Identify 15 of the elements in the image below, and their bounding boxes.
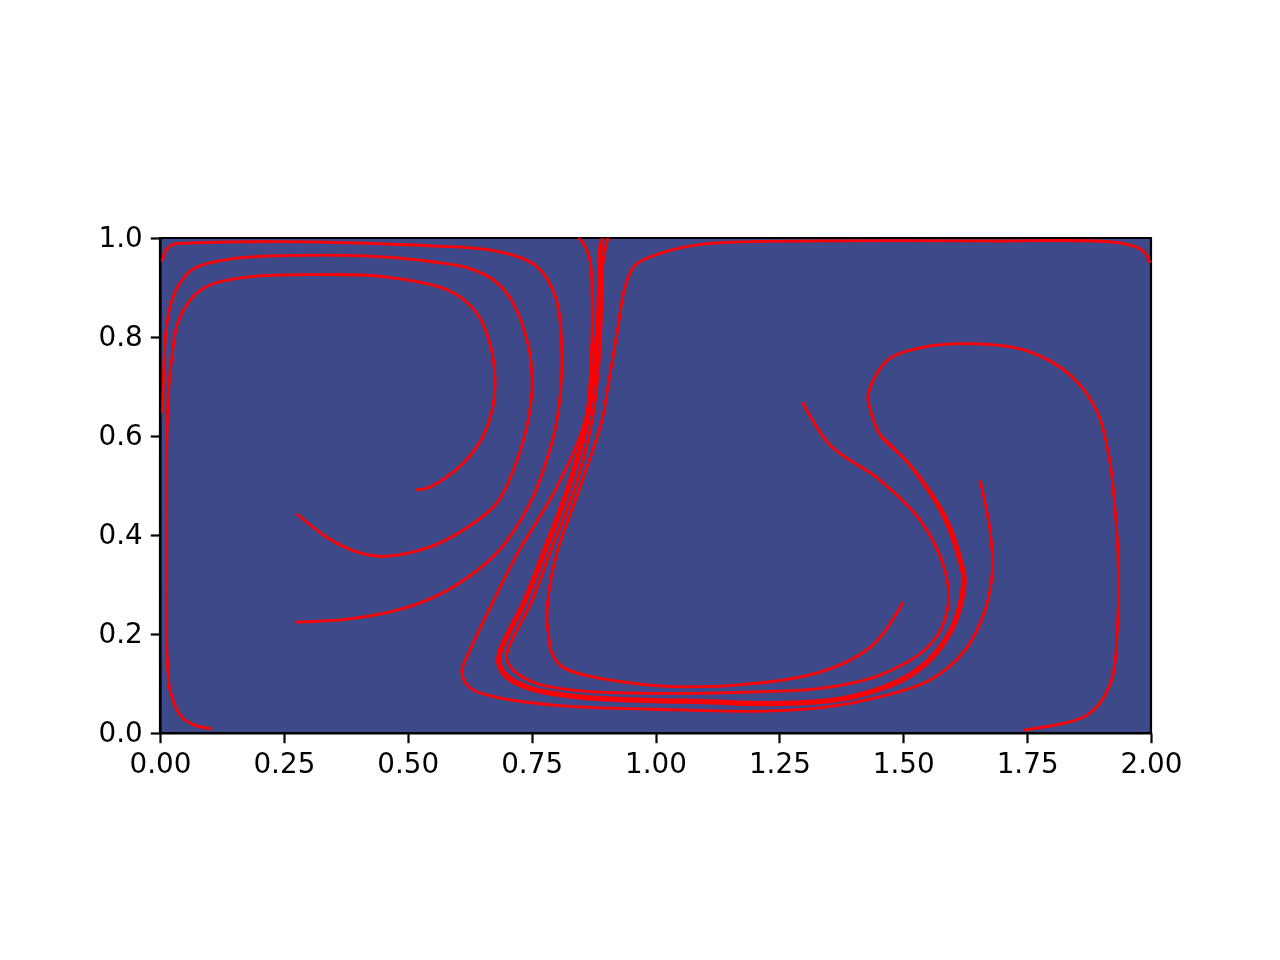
y-tick-label: 0.0 bbox=[98, 715, 143, 749]
x-tick-label: 1.25 bbox=[748, 747, 811, 781]
y-tick-label: 1.0 bbox=[98, 220, 143, 254]
x-tick-label: 0.50 bbox=[377, 747, 440, 781]
x-tick-label: 1.75 bbox=[996, 747, 1059, 781]
x-tick-label: 0.75 bbox=[501, 747, 564, 781]
y-tick-label: 0.4 bbox=[98, 517, 143, 551]
x-tick-label: 2.00 bbox=[1120, 747, 1183, 781]
y-tick-label: 0.6 bbox=[98, 418, 143, 452]
x-tick-label: 0.00 bbox=[129, 747, 192, 781]
y-tick-label: 0.2 bbox=[98, 616, 143, 650]
x-tick-label: 1.00 bbox=[625, 747, 687, 781]
y-tick-label: 0.8 bbox=[98, 319, 143, 353]
x-tick-label: 1.50 bbox=[872, 747, 935, 781]
x-tick-label: 0.25 bbox=[253, 747, 316, 781]
